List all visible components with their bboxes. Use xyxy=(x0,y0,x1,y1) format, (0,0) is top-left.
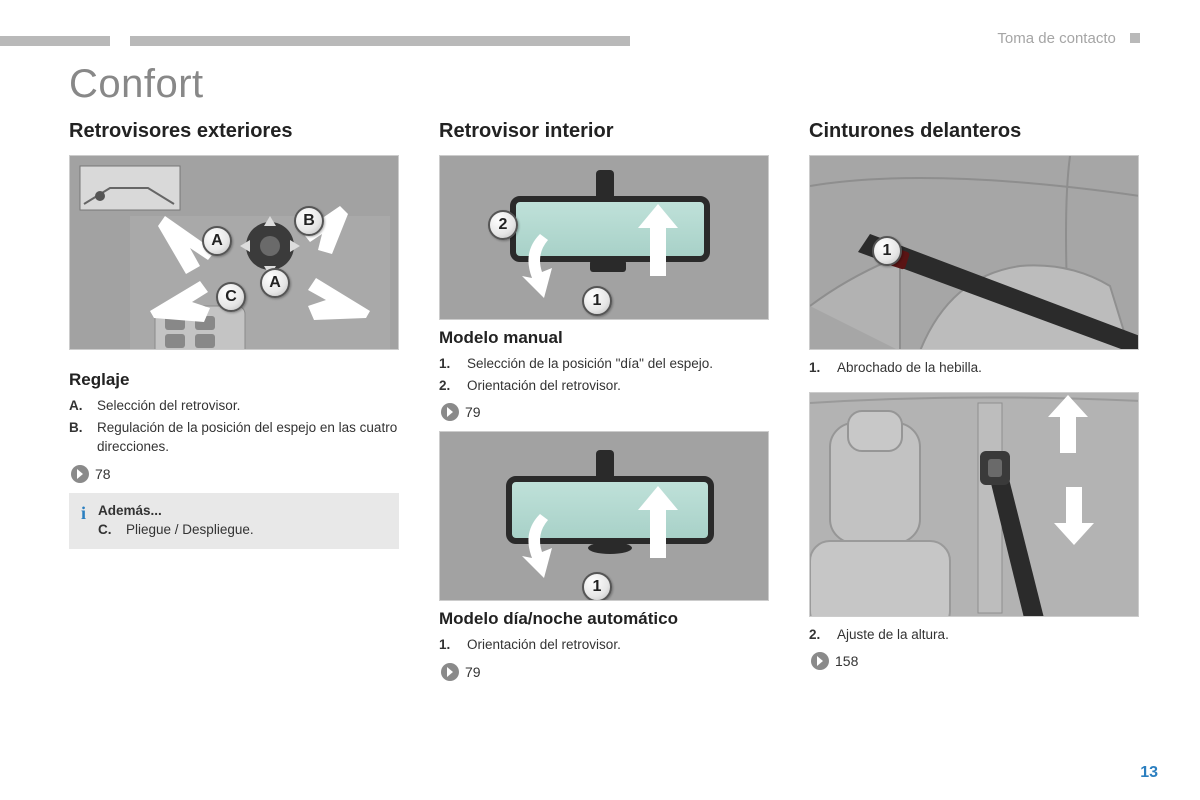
pageref-number: 79 xyxy=(465,664,481,680)
pageref-number: 78 xyxy=(95,466,111,482)
col2-sub1: Modelo manual xyxy=(439,328,769,348)
callout-2: 2 xyxy=(488,210,518,240)
figure-interior-mirror-auto: 1 xyxy=(439,431,769,601)
info-icon: i xyxy=(81,503,86,524)
callout-A-1: A xyxy=(202,226,232,256)
figure-interior-mirror-manual: 2 1 xyxy=(439,155,769,320)
pageref-number: 79 xyxy=(465,404,481,420)
callout-1-auto: 1 xyxy=(582,572,612,601)
callout-C: C xyxy=(216,282,246,312)
section-label: Toma de contacto xyxy=(997,30,1115,47)
item-text: Regulación de la posición del espejo en … xyxy=(97,418,399,457)
item-text: Selección del retrovisor. xyxy=(97,396,240,416)
col2-list1: 1. Selección de la posición "día" del es… xyxy=(439,354,769,395)
pageref-number: 158 xyxy=(835,653,858,669)
col-exterior-mirrors: Retrovisores exteriores xyxy=(69,120,399,691)
seatbelt-buckle-illustration xyxy=(810,156,1139,350)
page-number: 13 xyxy=(1140,764,1158,782)
list-item: 1. Selección de la posición "día" del es… xyxy=(439,354,769,374)
item-label: 2. xyxy=(439,376,457,396)
item-text: Selección de la posición "día" del espej… xyxy=(467,354,713,374)
figure-seatbelt-height xyxy=(809,392,1139,617)
item-label: C. xyxy=(98,522,116,537)
callout-A-2: A xyxy=(260,268,290,298)
list-item: 1. Orientación del retrovisor. xyxy=(439,635,769,655)
col-seatbelts: Cinturones delanteros 1 1. Abrochado de … xyxy=(809,120,1139,691)
item-text: Abrochado de la hebilla. xyxy=(837,358,982,378)
info-title: Además... xyxy=(81,503,387,518)
goto-icon xyxy=(441,663,459,681)
item-label: 1. xyxy=(809,358,827,378)
callout-B: B xyxy=(294,206,324,236)
list-item: C. Pliegue / Despliegue. xyxy=(98,522,387,537)
seatbelt-height-illustration xyxy=(810,393,1139,617)
page-title: Confort xyxy=(69,62,204,107)
item-label: 1. xyxy=(439,635,457,655)
callout-1-belt: 1 xyxy=(872,236,902,266)
figure-seatbelt-buckle: 1 xyxy=(809,155,1139,350)
exterior-mirror-illustration xyxy=(70,156,399,350)
item-label: 2. xyxy=(809,625,827,645)
section-marker xyxy=(1130,33,1140,43)
col1-subheading: Reglaje xyxy=(69,370,399,390)
page-reference: 158 xyxy=(811,652,1139,670)
figure-exterior-mirrors: A B C A xyxy=(69,155,399,350)
item-text: Ajuste de la altura. xyxy=(837,625,949,645)
col-interior-mirror: Retrovisor interior 2 1 Modelo manual 1.… xyxy=(439,120,769,691)
col1-heading: Retrovisores exteriores xyxy=(69,120,399,143)
item-label: A. xyxy=(69,396,87,416)
bar-1 xyxy=(0,36,110,46)
list-item: 1. Abrochado de la hebilla. xyxy=(809,358,1139,378)
col3-heading: Cinturones delanteros xyxy=(809,120,1139,143)
goto-icon xyxy=(811,652,829,670)
col1-list: A. Selección del retrovisor. B. Regulaci… xyxy=(69,396,399,457)
item-text: Orientación del retrovisor. xyxy=(467,376,621,396)
list-item: 2. Orientación del retrovisor. xyxy=(439,376,769,396)
content-columns: Retrovisores exteriores xyxy=(69,120,1139,691)
list-item: A. Selección del retrovisor. xyxy=(69,396,399,416)
col3-list1: 1. Abrochado de la hebilla. xyxy=(809,358,1139,378)
list-item: B. Regulación de la posición del espejo … xyxy=(69,418,399,457)
goto-icon xyxy=(71,465,89,483)
item-text: Pliegue / Despliegue. xyxy=(126,522,254,537)
col2-list2: 1. Orientación del retrovisor. xyxy=(439,635,769,655)
callout-1: 1 xyxy=(582,286,612,316)
col2-heading: Retrovisor interior xyxy=(439,120,769,143)
goto-icon xyxy=(441,403,459,421)
col3-list2: 2. Ajuste de la altura. xyxy=(809,625,1139,645)
bar-2 xyxy=(130,36,630,46)
col2-sub2: Modelo día/noche automático xyxy=(439,609,769,629)
page-reference: 78 xyxy=(71,465,399,483)
item-label: B. xyxy=(69,418,87,457)
page-reference: 79 xyxy=(441,663,769,681)
item-label: 1. xyxy=(439,354,457,374)
list-item: 2. Ajuste de la altura. xyxy=(809,625,1139,645)
item-text: Orientación del retrovisor. xyxy=(467,635,621,655)
info-box: i Además... C. Pliegue / Despliegue. xyxy=(69,493,399,549)
page-reference: 79 xyxy=(441,403,769,421)
page-section-header: Toma de contacto xyxy=(997,30,1140,47)
